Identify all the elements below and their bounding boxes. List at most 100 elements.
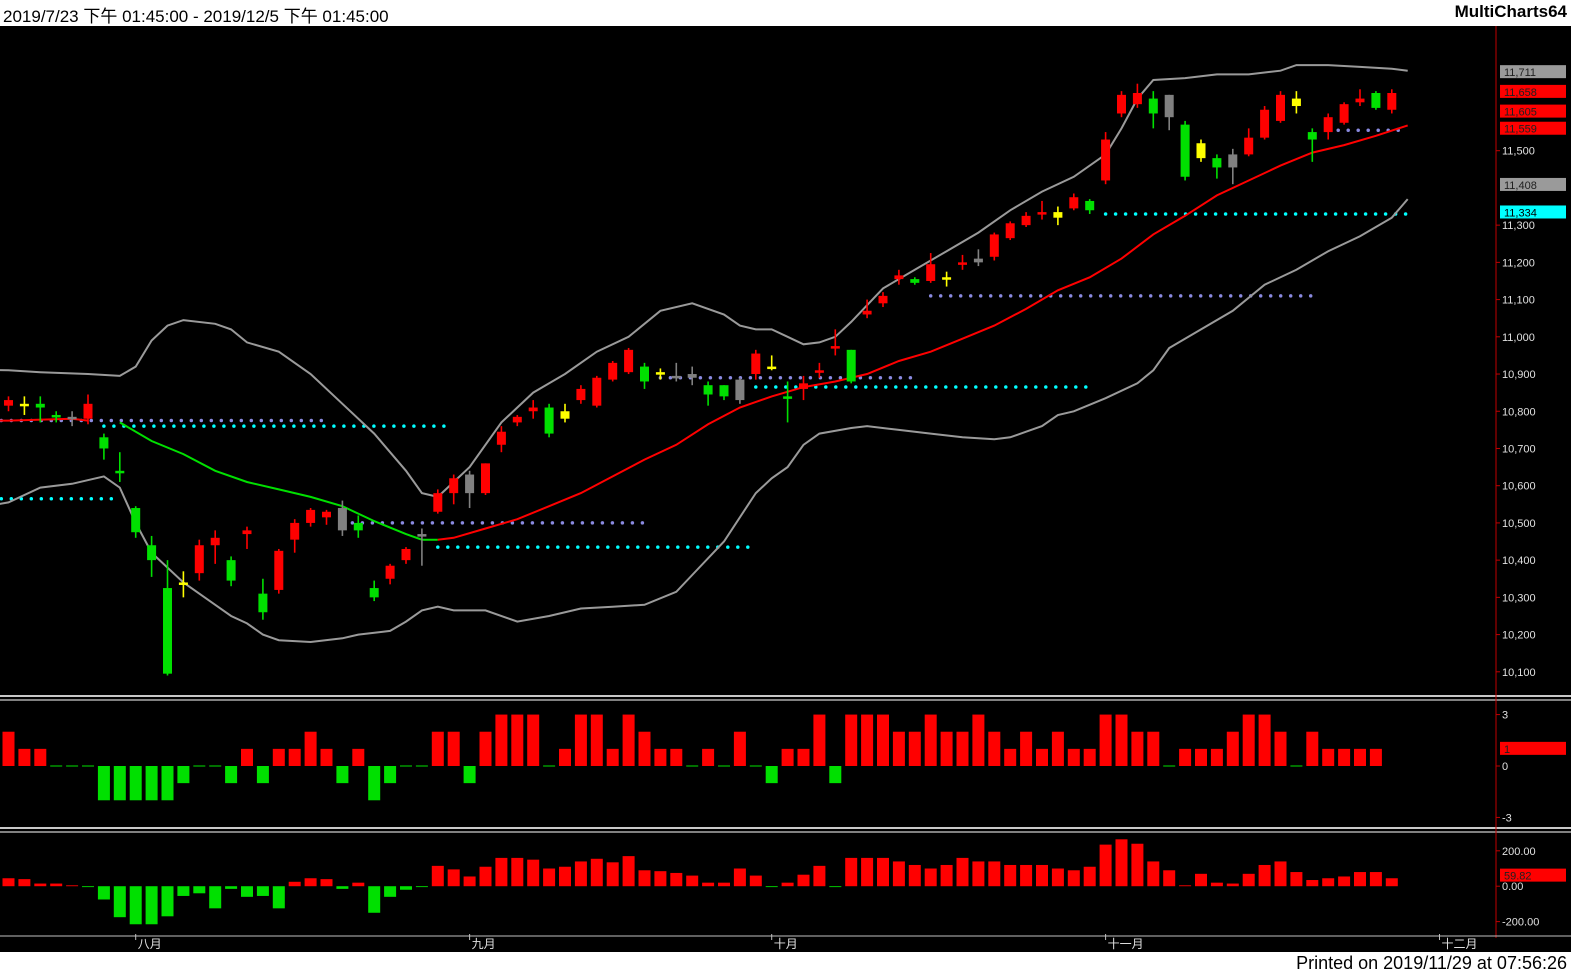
candle bbox=[481, 463, 490, 495]
indicator1-bar bbox=[1131, 731, 1144, 766]
y-tick-label: 10,500 bbox=[1502, 518, 1536, 530]
x-tick-label: 八月 bbox=[138, 937, 162, 951]
candle bbox=[846, 349, 856, 384]
price-marker-box bbox=[1500, 65, 1566, 79]
indicator2-bar bbox=[129, 886, 142, 925]
candle-body bbox=[608, 362, 618, 380]
indicator1-bar bbox=[622, 714, 635, 766]
candle-body bbox=[958, 262, 967, 265]
indicator1-bar bbox=[1099, 714, 1112, 766]
price-marker-label: 11,605 bbox=[1504, 107, 1537, 119]
candle-body bbox=[147, 545, 157, 561]
candle bbox=[4, 396, 13, 412]
indicator2-bar bbox=[1242, 873, 1255, 887]
indicator1-bar bbox=[1195, 748, 1207, 766]
indicator1-bar bbox=[1338, 748, 1351, 766]
candle-body bbox=[528, 407, 538, 412]
indicator2-bar bbox=[1083, 866, 1096, 887]
candle bbox=[576, 385, 586, 404]
indicator1-bar bbox=[256, 766, 269, 784]
printed-timestamp-label: Printed on 2019/11/29 at 07:56:26 bbox=[1296, 953, 1567, 973]
candle-body bbox=[1053, 212, 1063, 218]
candle-body bbox=[576, 388, 586, 401]
candle-body bbox=[830, 346, 840, 349]
indicator1-bar bbox=[241, 748, 253, 766]
candle bbox=[1371, 91, 1381, 110]
indicator2-bar bbox=[1099, 844, 1112, 887]
candle bbox=[369, 580, 379, 602]
candle-body bbox=[1291, 98, 1301, 107]
x-tick-label: 九月 bbox=[472, 937, 496, 951]
candle bbox=[735, 377, 745, 404]
price-marker-label: 11,408 bbox=[1504, 180, 1537, 192]
candle bbox=[973, 249, 983, 267]
indicator1-bar bbox=[1210, 748, 1223, 766]
candle-body bbox=[1117, 94, 1126, 114]
candle bbox=[830, 329, 840, 356]
candle-body bbox=[1323, 117, 1333, 133]
indicator2-bar bbox=[1274, 861, 1287, 887]
indicator1-bar bbox=[145, 766, 158, 801]
candle-body bbox=[814, 370, 824, 373]
candle-body bbox=[385, 565, 395, 579]
indicator1-bar bbox=[638, 731, 651, 766]
indicator2-bar bbox=[50, 883, 63, 887]
y-tick-label: 200.00 bbox=[1502, 846, 1536, 858]
price-marker: 11,559 bbox=[1500, 121, 1566, 136]
indicator1-bar bbox=[34, 748, 47, 766]
candle-body bbox=[894, 275, 904, 280]
candle bbox=[353, 515, 363, 538]
candle bbox=[878, 292, 888, 308]
candle bbox=[433, 489, 443, 514]
candle bbox=[767, 355, 777, 371]
indicator2-bar bbox=[1338, 876, 1351, 887]
x-tick-label: 十二月 bbox=[1442, 937, 1478, 951]
indicator2-bar bbox=[654, 871, 667, 887]
candle bbox=[1339, 102, 1349, 125]
candle bbox=[544, 403, 554, 438]
indicator1-bar bbox=[781, 748, 794, 766]
candle-body bbox=[242, 530, 252, 535]
y-tick-label: 0 bbox=[1502, 761, 1508, 773]
indicator-panel-2: 200.00 0.00 -200.00 59.82 bbox=[2, 839, 1566, 929]
indicator1-bar bbox=[352, 748, 365, 766]
candle bbox=[942, 271, 952, 287]
indicator2-bar bbox=[972, 861, 985, 887]
candle-body bbox=[1371, 93, 1381, 108]
candle-body bbox=[99, 437, 109, 449]
indicator2-bar bbox=[733, 868, 746, 887]
indicator2-bar bbox=[908, 864, 921, 887]
candle bbox=[1132, 83, 1142, 108]
indicator1-bar bbox=[113, 766, 126, 801]
price-marker-box bbox=[1500, 205, 1566, 219]
indicator2-bar bbox=[670, 872, 683, 887]
candle bbox=[147, 535, 157, 577]
indicator2-bar bbox=[686, 875, 699, 887]
indicator-marker-box bbox=[1500, 741, 1566, 755]
indicator2-bar bbox=[574, 861, 587, 887]
y-tick-label: 10,100 bbox=[1502, 667, 1536, 679]
candle bbox=[1387, 89, 1397, 114]
indicator2-bar bbox=[431, 865, 444, 887]
price-marker-label: 11,559 bbox=[1504, 124, 1537, 136]
indicator2-bar bbox=[1226, 883, 1239, 887]
indicator1-bar bbox=[336, 766, 349, 784]
indicator2-bar bbox=[845, 857, 858, 887]
indicator1-bar bbox=[1004, 748, 1017, 766]
indicator-marker-label: 1 bbox=[1504, 744, 1510, 756]
indicator1-bar bbox=[320, 748, 333, 766]
indicator2-bar bbox=[479, 866, 492, 887]
candle bbox=[1180, 120, 1190, 181]
candle bbox=[783, 381, 793, 423]
candle-body bbox=[703, 385, 713, 395]
indicator1-bar bbox=[161, 766, 174, 801]
candle-body bbox=[910, 279, 920, 283]
indicator1-bar bbox=[97, 766, 110, 801]
indicator2-bar bbox=[1354, 872, 1366, 887]
candle-body bbox=[1005, 223, 1015, 239]
date-range-label: 2019/7/23 下午 01:45:00 - 2019/12/5 下午 01:… bbox=[3, 7, 389, 26]
candle bbox=[274, 548, 284, 594]
moving-average-line bbox=[437, 124, 1409, 541]
candle-body bbox=[1085, 200, 1095, 211]
candle-body bbox=[1307, 132, 1317, 140]
